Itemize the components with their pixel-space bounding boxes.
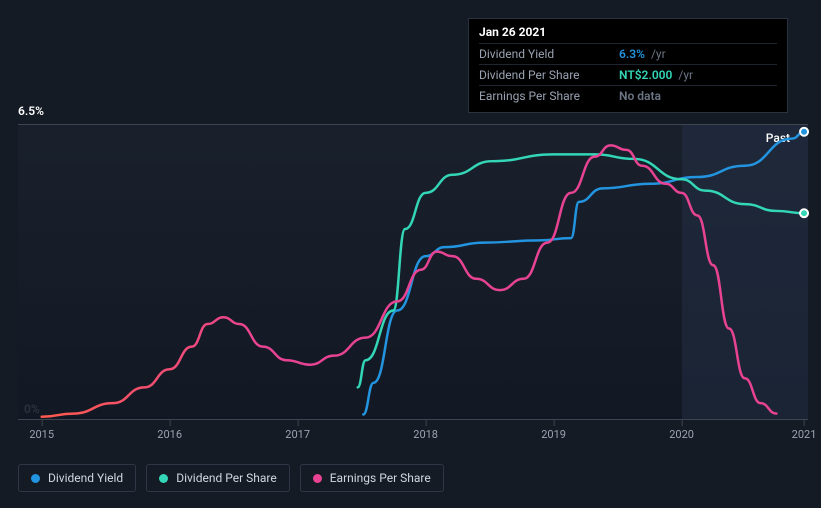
- series-end-marker-dividend_yield: [800, 128, 808, 136]
- chart-lines-svg: [18, 125, 808, 419]
- x-tick-label: 2015: [29, 428, 54, 441]
- legend-label: Dividend Per Share: [176, 471, 277, 485]
- x-tick-label: 2018: [413, 428, 438, 441]
- legend-label: Dividend Yield: [48, 471, 123, 485]
- legend-item[interactable]: Dividend Yield: [18, 464, 136, 492]
- x-tick-line: [298, 420, 299, 426]
- x-tick-label: 2016: [157, 428, 182, 441]
- x-tick-line: [554, 420, 555, 426]
- tooltip-row: Dividend Per ShareNT$2.000 /yr: [479, 64, 777, 85]
- chart-plot-area[interactable]: Past: [18, 124, 808, 420]
- tooltip-row: Dividend Yield6.3% /yr: [479, 43, 777, 64]
- chart-tooltip: Jan 26 2021 Dividend Yield6.3% /yrDivide…: [468, 18, 788, 113]
- x-tick-label: 2021: [792, 428, 817, 441]
- legend-dot-icon: [313, 474, 322, 483]
- legend-dot-icon: [159, 474, 168, 483]
- tooltip-row-label: Dividend Per Share: [479, 68, 619, 82]
- y-axis-max-label: 6.5%: [18, 104, 44, 118]
- x-tick-line: [42, 420, 43, 426]
- x-tick-label: 2019: [541, 428, 566, 441]
- legend-item[interactable]: Dividend Per Share: [146, 464, 290, 492]
- chart-legend: Dividend Yield Dividend Per Share Earnings…: [18, 464, 444, 492]
- legend-dot-icon: [31, 474, 40, 483]
- tooltip-row-value: NT$2.000 /yr: [619, 68, 693, 82]
- tooltip-row: Earnings Per ShareNo data: [479, 85, 777, 106]
- series-end-marker-dividend_per_share: [800, 209, 808, 217]
- tooltip-row-value: 6.3% /yr: [619, 47, 666, 61]
- tooltip-row-label: Dividend Yield: [479, 47, 619, 61]
- x-tick-line: [682, 420, 683, 426]
- x-axis: 2015201620172018201920202021: [18, 428, 808, 448]
- x-tick-line: [804, 420, 805, 426]
- x-tick-label: 2020: [669, 428, 694, 441]
- x-tick-line: [426, 420, 427, 426]
- tooltip-date: Jan 26 2021: [479, 25, 777, 39]
- series-line-earnings_per_share: [42, 145, 777, 416]
- x-tick-label: 2017: [285, 428, 310, 441]
- legend-item[interactable]: Earnings Per Share: [300, 464, 444, 492]
- tooltip-row-label: Earnings Per Share: [479, 89, 619, 103]
- tooltip-row-value: No data: [619, 89, 661, 103]
- legend-label: Earnings Per Share: [330, 471, 431, 485]
- x-tick-line: [170, 420, 171, 426]
